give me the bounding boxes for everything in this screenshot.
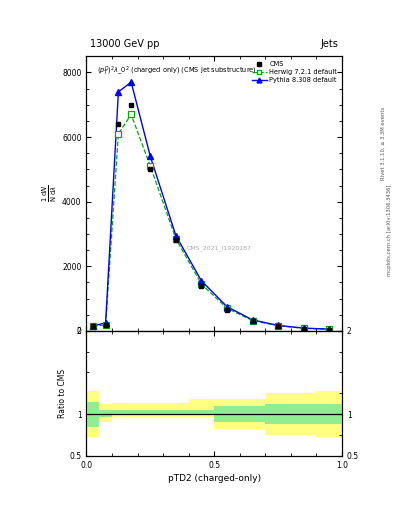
Y-axis label: $\frac{1}{\mathrm{N}}\frac{\mathrm{d}N}{\mathrm{d}\lambda}$: $\frac{1}{\mathrm{N}}\frac{\mathrm{d}N}{… bbox=[41, 185, 59, 202]
Y-axis label: Ratio to CMS: Ratio to CMS bbox=[58, 369, 67, 418]
Legend: CMS, Herwig 7.2.1 default, Pythia 8.308 default: CMS, Herwig 7.2.1 default, Pythia 8.308 … bbox=[251, 60, 339, 84]
Text: 13000 GeV pp: 13000 GeV pp bbox=[90, 38, 160, 49]
Text: $(p_T^D)^2\lambda\_0^2$ (charged only) (CMS jet substructure): $(p_T^D)^2\lambda\_0^2$ (charged only) (… bbox=[97, 65, 257, 78]
Text: Rivet 3.1.10, ≥ 3.3M events: Rivet 3.1.10, ≥ 3.3M events bbox=[381, 106, 386, 180]
X-axis label: pTD2 (charged-only): pTD2 (charged-only) bbox=[168, 474, 261, 483]
Text: mcplots.cern.ch [arXiv:1306.3436]: mcplots.cern.ch [arXiv:1306.3436] bbox=[387, 185, 391, 276]
Text: Jets: Jets bbox=[320, 38, 338, 49]
Text: CMS_2021_I1920187: CMS_2021_I1920187 bbox=[187, 246, 252, 251]
